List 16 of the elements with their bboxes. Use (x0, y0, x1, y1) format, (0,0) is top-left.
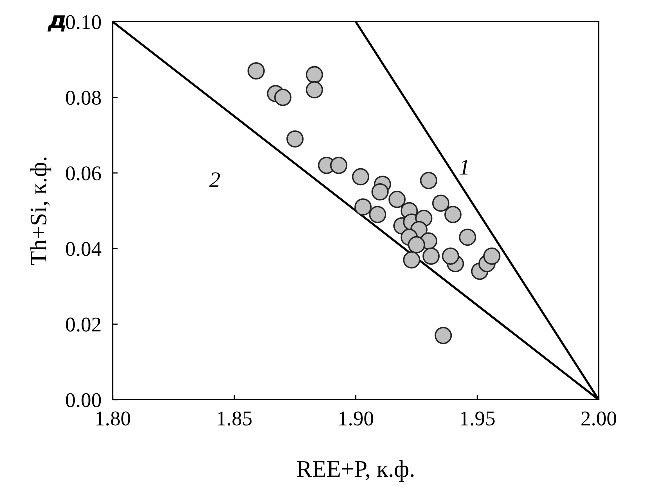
chart-title: д (48, 16, 66, 32)
x-tick-label: 2.00 (582, 412, 616, 426)
x-tick-label: 1.80 (96, 412, 130, 426)
x-tick-label: 1.90 (340, 412, 374, 426)
y-tick-label: 0.06 (66, 166, 102, 181)
x-tick-label: 1.95 (461, 412, 495, 426)
y-tick-label: 0.04 (66, 242, 102, 256)
y-tick-label: 0.02 (66, 318, 101, 332)
y-tick-label: 0.10 (66, 15, 102, 30)
y-axis-title: Th+Si, к.ф. (30, 158, 52, 266)
series-label: 1 (460, 160, 468, 175)
y-tick-label: 0.08 (66, 90, 102, 106)
x-axis-title: REE+P, к.ф. (297, 460, 414, 482)
x-tick-label: 1.85 (218, 412, 252, 426)
text: 2 (210, 172, 220, 188)
y-tick-label: 0.00 (66, 393, 102, 408)
